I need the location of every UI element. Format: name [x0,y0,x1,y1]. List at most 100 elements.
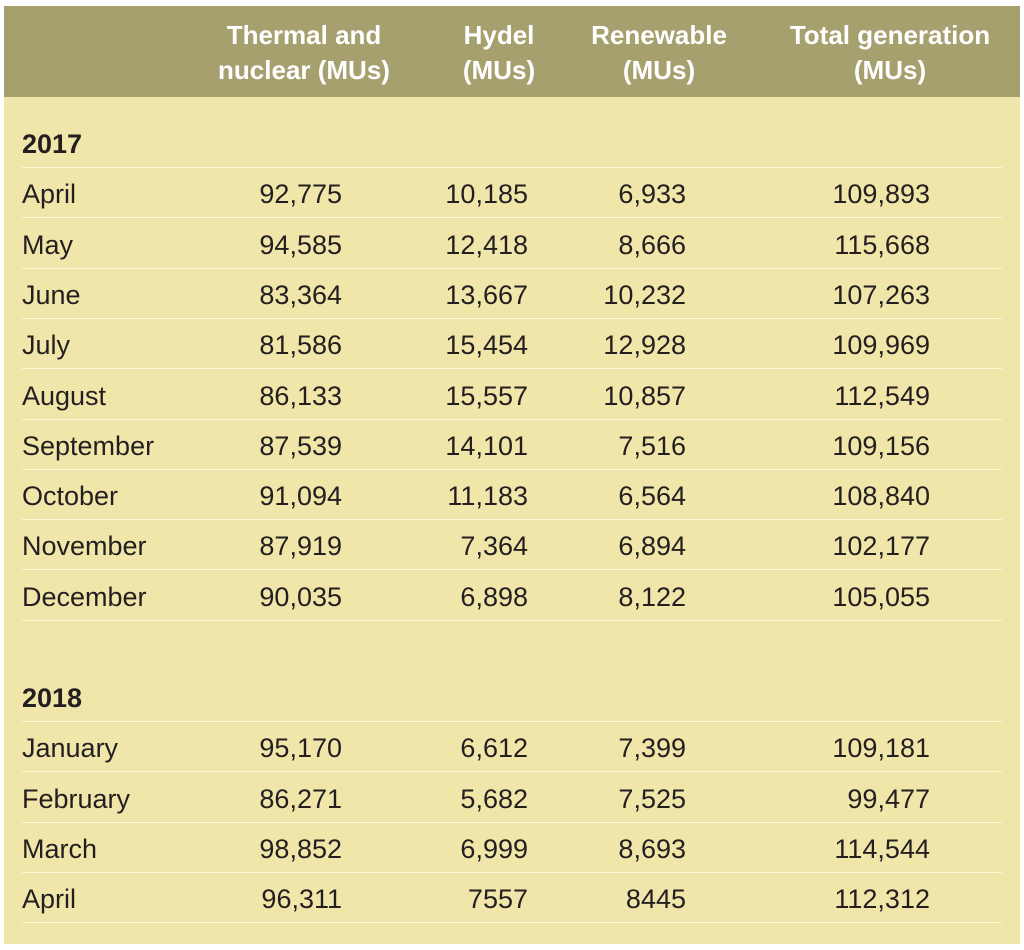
month-cell: June [22,280,81,310]
hydel-cell: 6,999 [460,834,528,864]
thermal-nuclear-cell: 95,170 [259,733,342,763]
hydel-cell: 12,418 [445,230,528,260]
header-hydel: Hydel (MUs) [462,20,536,85]
renewable-cell: 8,666 [618,230,686,260]
month-cell: May [22,230,74,260]
thermal-nuclear-cell: 94,585 [259,230,342,260]
hydel-cell: 15,557 [445,381,528,411]
year-label: 2017 [22,129,83,159]
month-cell: September [22,431,155,461]
table-row: December 90,035 6,898 8,122 105,055 [22,571,1002,621]
thermal-nuclear-cell: 87,919 [259,531,342,561]
table-row: November 87,919 7,364 6,894 102,177 [22,520,1002,570]
year-label: 2018 [22,683,83,713]
renewable-cell: 8445 [625,884,686,914]
total-generation-cell: 115,668 [834,230,930,260]
year-row: 2018 [22,672,1002,722]
month-cell: January [22,733,119,763]
total-generation-cell: 105,055 [832,582,930,612]
renewable-cell: 10,232 [603,280,686,310]
table-row: October 91,094 11,183 6,564 108,840 [22,470,1002,520]
hydel-cell: 14,101 [445,431,528,461]
hydel-cell: 13,667 [445,280,528,310]
month-cell: April [22,179,77,209]
renewable-cell: 10,857 [603,381,686,411]
thermal-nuclear-cell: 86,271 [259,784,342,814]
thermal-nuclear-cell: 92,775 [259,179,342,209]
month-cell: February [22,784,131,814]
hydel-cell: 5,682 [460,784,528,814]
hydel-cell: 11,183 [447,481,528,511]
row-divider [22,167,1002,168]
month-cell: March [22,834,98,864]
hydel-cell: 7557 [467,884,528,914]
renewable-cell: 6,933 [618,179,686,209]
total-generation-cell: 109,893 [832,179,930,209]
total-generation-cell: 114,544 [834,834,930,864]
row-divider [22,368,1002,369]
row-divider [22,469,1002,470]
renewable-cell: 7,516 [618,431,686,461]
renewable-cell: 12,928 [603,330,686,360]
table-row: July 81,586 15,454 12,928 109,969 [22,319,1002,369]
row-divider [22,519,1002,520]
total-generation-cell: 109,969 [832,330,930,360]
total-generation-cell: 102,177 [832,531,930,561]
total-generation-cell: 107,263 [832,280,930,310]
total-generation-cell: 99,477 [847,784,930,814]
thermal-nuclear-cell: 86,133 [259,381,342,411]
month-cell: August [22,381,107,411]
header-renewable: Renewable (MUs) [591,20,727,85]
renewable-cell: 7,399 [618,733,686,763]
row-divider [22,872,1002,873]
row-divider [22,771,1002,772]
thermal-nuclear-cell: 83,364 [259,280,342,310]
hydel-cell: 7,364 [460,531,528,561]
total-generation-cell: 109,181 [832,733,930,763]
row-divider [22,268,1002,269]
hydel-cell: 10,185 [445,179,528,209]
renewable-cell: 7,525 [618,784,686,814]
year-row: 2017 [22,118,1002,168]
total-generation-cell: 112,312 [834,884,930,914]
month-cell: October [22,481,119,511]
renewable-cell: 8,693 [618,834,686,864]
thermal-nuclear-cell: 91,094 [259,481,342,511]
table-row: May 94,585 12,418 8,666 115,668 [22,219,1002,269]
month-cell: July [22,330,71,360]
thermal-nuclear-cell: 98,852 [259,834,342,864]
row-divider [22,620,1002,621]
table-row: September 87,539 14,101 7,516 109,156 [22,420,1002,470]
table-row: April 96,311 7557 8445 112,312 [22,873,1002,923]
row-divider [22,569,1002,570]
thermal-nuclear-cell: 87,539 [259,431,342,461]
hydel-cell: 15,454 [445,330,528,360]
table-row: April 92,775 10,185 6,933 109,893 [22,168,1002,218]
month-cell: December [22,582,147,612]
renewable-cell: 6,894 [618,531,686,561]
month-cell: November [22,531,147,561]
renewable-cell: 6,564 [618,481,686,511]
renewable-cell: 8,122 [618,582,686,612]
thermal-nuclear-cell: 96,311 [261,884,342,914]
table-row: June 83,364 13,667 10,232 107,263 [22,269,1002,319]
table-row: February 86,271 5,682 7,525 99,477 [22,773,1002,823]
header-total-generation: Total generation (MUs) [789,20,991,85]
header-thermal-nuclear: Thermal and nuclear (MUs) [218,20,390,85]
table-row: August 86,133 15,557 10,857 112,549 [22,370,1002,420]
total-generation-cell: 112,549 [834,381,930,411]
month-cell: April [22,884,77,914]
row-divider [22,318,1002,319]
hydel-cell: 6,612 [460,733,528,763]
total-generation-cell: 108,840 [832,481,930,511]
table-header: Thermal and nuclear (MUs) Hydel (MUs) Re… [4,6,1020,97]
row-divider [22,419,1002,420]
hydel-cell: 6,898 [460,582,528,612]
row-divider [22,822,1002,823]
generation-table: Thermal and nuclear (MUs) Hydel (MUs) Re… [4,6,1020,944]
total-generation-cell: 109,156 [832,431,930,461]
thermal-nuclear-cell: 90,035 [259,582,342,612]
row-divider [22,721,1002,722]
row-divider [22,217,1002,218]
table-row: March 98,852 6,999 8,693 114,544 [22,823,1002,873]
